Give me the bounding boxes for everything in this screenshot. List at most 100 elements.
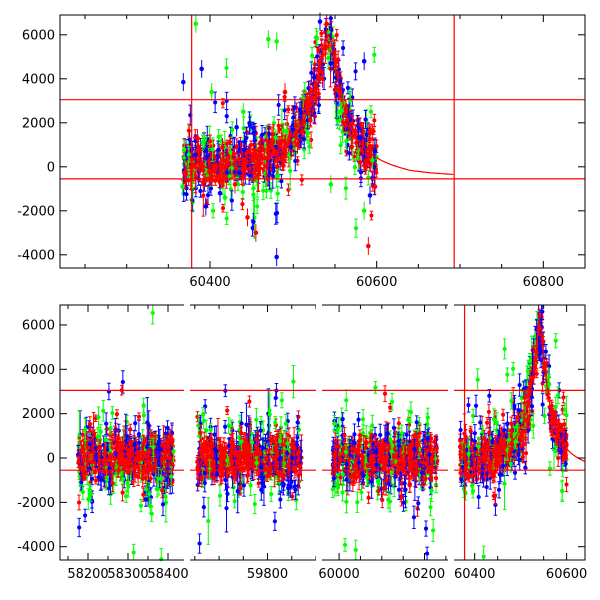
data-point [181,79,186,85]
data-point [372,52,377,57]
data-point [328,61,334,66]
data-point [128,427,133,432]
data-point [195,135,200,141]
data-point [275,164,280,170]
data-point [324,21,329,27]
data-point [93,478,98,483]
data-point [82,513,88,518]
data-point [368,162,373,167]
data-point [208,139,213,144]
data-point [314,34,319,39]
data-point [279,179,284,184]
data-point [201,138,207,143]
data-point [230,127,235,132]
data-point [259,132,265,137]
data-point [282,148,287,153]
top-panel: -4000 -2000 0 2000 4000 6000 60400 60600 60800 [17,12,586,290]
data-point [286,153,292,158]
data-point [205,192,211,198]
data-point [338,143,343,148]
data-point [368,109,374,114]
data-point [229,198,234,203]
data-point [264,188,269,193]
data-point [370,157,375,163]
data-point [374,144,379,149]
data-point [319,31,324,36]
data-point [211,143,216,148]
data-point [251,170,256,176]
data-point [210,208,216,213]
data-point [345,85,351,90]
data-point [339,108,344,113]
data-point [352,165,358,170]
data-point [247,123,253,128]
data-point [353,69,358,74]
y-tick-label: -4000 [17,248,55,263]
data-point [288,144,294,150]
data-point [372,118,377,123]
data-point [317,19,323,24]
data-point [314,91,319,97]
data-point [217,190,223,196]
data-point [309,53,315,58]
data-point [234,144,239,149]
data-point [293,122,298,128]
data-point [356,125,361,131]
data-point [224,114,229,119]
data-point [212,155,217,160]
data-point [186,152,191,157]
data-point [240,202,245,207]
data-point [300,129,305,134]
data-point [353,226,359,231]
data-point [197,162,203,167]
data-point [215,174,220,179]
data-point [244,135,249,141]
data-point [290,127,295,132]
data-point [224,158,230,163]
data-point [271,165,276,171]
data-point [315,54,320,59]
data-point [220,144,225,150]
data-point [369,213,374,218]
model-curve [184,33,454,175]
data-point [240,189,245,195]
data-point [295,142,300,148]
data-point [241,147,246,152]
data-point [234,124,239,130]
data-point [261,188,266,193]
data-point [352,154,357,159]
y-tick-label: 6000 [22,28,55,43]
data-point [213,100,218,105]
data-point [234,166,239,171]
data-point [198,188,203,194]
data-point [247,149,252,154]
data-point [251,192,256,197]
data-point [335,118,340,124]
y-tick-label: -2000 [17,204,55,219]
data-point [89,476,95,481]
data-point [288,168,293,174]
data-point [193,152,198,157]
data-point [227,139,233,145]
data-point [96,415,101,420]
data-point [182,170,188,175]
data-point [336,67,342,72]
data-point [334,33,339,38]
data-point [372,149,378,154]
data-point [306,85,311,91]
data-point [232,182,238,187]
data-point [326,30,331,35]
data-point [344,138,349,144]
data-point [341,120,346,126]
data-point [222,195,228,200]
data-point [245,215,250,220]
data-point [298,134,303,139]
data-point [241,169,246,174]
data-point [180,184,185,189]
data-point [120,379,125,385]
data-point [273,211,278,216]
x-tick-label: 60400 [189,275,230,290]
data-point [141,403,146,408]
data-point [370,130,375,135]
data-point [372,184,378,189]
